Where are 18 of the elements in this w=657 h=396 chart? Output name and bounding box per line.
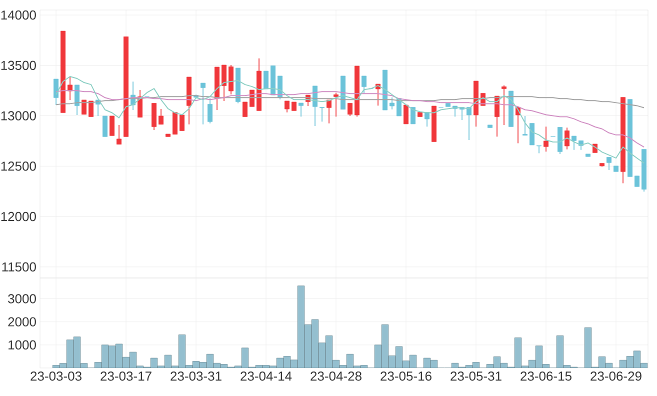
x-tick-label: 23-04-28 xyxy=(310,372,362,381)
x-tick-label: 23-05-16 xyxy=(380,372,432,381)
y-tick-label: 12000 xyxy=(1,212,36,222)
y-tick-label: 11500 xyxy=(2,262,36,272)
y-tick-label: 13000 xyxy=(1,111,36,120)
x-tick-label: 23-03-17 xyxy=(100,372,152,381)
y-tick-label: 1000 xyxy=(8,340,36,350)
x-tick-label: 23-06-29 xyxy=(590,372,642,381)
x-tick-label: 23-03-03 xyxy=(30,372,82,381)
x-tick-label: 23-05-31 xyxy=(450,372,502,381)
y-tick-label: 13500 xyxy=(1,60,36,70)
x-tick-label: 23-04-14 xyxy=(240,372,292,381)
x-tick-label: 23-06-15 xyxy=(520,372,572,381)
y-tick-label: 2000 xyxy=(8,317,36,326)
y-tick-label: 12500 xyxy=(1,162,36,171)
x-tick-label: 23-03-31 xyxy=(170,372,222,381)
y-tick-label: 3000 xyxy=(8,294,36,304)
y-tick-label: 14000 xyxy=(1,10,36,20)
